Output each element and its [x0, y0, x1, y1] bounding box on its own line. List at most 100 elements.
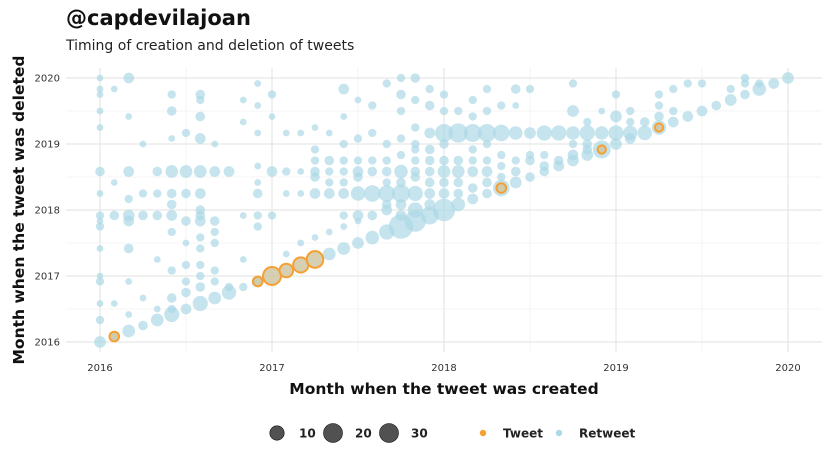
retweet-point: [510, 166, 521, 177]
retweet-point: [654, 101, 664, 110]
retweet-point: [463, 123, 482, 142]
retweet-point: [339, 139, 348, 149]
retweet-point: [138, 189, 148, 198]
retweet-point: [96, 272, 104, 280]
legend: 10 20 30 Tweet Retweet: [269, 423, 635, 443]
size-legend-label: 20: [355, 427, 372, 441]
retweet-point: [654, 90, 664, 99]
retweet-point: [125, 278, 133, 285]
retweet-point: [211, 140, 219, 148]
retweet-point: [297, 129, 305, 137]
tweet-point: [596, 144, 607, 155]
retweet-point: [210, 227, 219, 237]
retweet-point: [153, 305, 161, 313]
retweet-point: [196, 260, 205, 270]
retweet-point: [482, 139, 492, 149]
retweet-point: [124, 194, 133, 204]
retweet-point: [439, 177, 449, 188]
retweet-point: [365, 230, 380, 245]
retweet-point: [396, 134, 406, 143]
retweet-point: [340, 223, 348, 230]
retweet-point: [407, 185, 423, 202]
retweet-point: [382, 156, 391, 165]
retweet-point: [568, 79, 578, 88]
retweet-point: [339, 167, 348, 176]
retweet-point: [95, 222, 105, 231]
retweet-point: [209, 216, 220, 226]
retweet-point: [438, 188, 450, 199]
retweet-point: [453, 155, 464, 166]
retweet-point: [669, 84, 678, 94]
tweet-point: [278, 262, 295, 279]
retweet-point: [411, 156, 420, 165]
retweet-point: [322, 247, 336, 261]
retweet-point: [268, 113, 276, 120]
chart-title: @capdevilajoan: [66, 6, 251, 30]
retweet-point: [297, 239, 305, 247]
retweet-point: [166, 210, 178, 221]
retweet-point: [350, 186, 366, 201]
retweet-point: [239, 256, 247, 263]
retweet-point: [497, 161, 506, 171]
retweet-point: [267, 90, 277, 99]
retweet-point: [410, 166, 421, 177]
retweet-point: [96, 107, 104, 115]
retweet-point: [553, 155, 564, 166]
retweet-point: [310, 145, 320, 154]
retweet-point: [182, 239, 190, 247]
retweet-point: [309, 188, 321, 199]
retweet-point: [297, 168, 305, 175]
retweet-point: [167, 304, 176, 314]
retweet-point: [382, 178, 391, 187]
retweet-point: [396, 89, 406, 100]
retweet-point: [411, 95, 420, 105]
retweet-point: [594, 126, 609, 140]
retweet-point: [451, 197, 466, 212]
retweet-point: [424, 127, 436, 139]
retweet-point: [363, 185, 381, 202]
retweet-point: [482, 188, 492, 199]
retweet-point: [353, 134, 363, 143]
retweet-point: [568, 139, 578, 149]
retweet-point: [378, 185, 396, 202]
retweet-point: [468, 95, 477, 105]
retweet-point: [224, 282, 234, 292]
retweet-point: [424, 199, 436, 210]
retweet-point: [282, 190, 290, 197]
retweet-point: [223, 166, 235, 177]
retweet-point: [254, 80, 262, 87]
retweet-point: [626, 106, 635, 116]
retweet-point: [95, 315, 105, 325]
retweet-point: [432, 198, 456, 222]
y-axis-ticks: 2016 2017 2018 2019 2020: [35, 74, 60, 349]
chart-subtitle: Timing of creation and deletion of tweet…: [66, 38, 355, 54]
retweet-point: [209, 166, 221, 177]
retweet-point: [396, 150, 406, 160]
retweet-point: [352, 166, 364, 177]
retweet-point: [567, 149, 579, 161]
retweet-point: [482, 106, 492, 116]
retweet-point: [724, 94, 737, 106]
retweet-point: [524, 127, 536, 139]
retweet-point: [167, 266, 176, 275]
retweet-point: [439, 90, 449, 99]
retweet-point: [454, 106, 463, 116]
retweet-point: [109, 210, 120, 221]
retweet-point: [608, 125, 624, 141]
retweet-point: [482, 84, 492, 94]
retweet-point: [424, 166, 435, 177]
x-axis-ticks: 2016 2017 2018 2019 2020: [87, 363, 800, 374]
retweet-point: [166, 199, 177, 210]
tweet-point: [305, 250, 325, 269]
retweet-point: [266, 166, 278, 177]
retweet-point: [239, 212, 247, 219]
retweet-point: [394, 164, 408, 179]
retweet-point: [492, 124, 510, 142]
retweet-point: [396, 73, 406, 83]
retweet-point: [425, 84, 434, 94]
retweet-point: [181, 216, 191, 226]
retweet-point: [683, 79, 692, 88]
retweet-point: [253, 211, 262, 220]
retweet-point: [439, 155, 449, 166]
retweet-point: [637, 125, 652, 141]
